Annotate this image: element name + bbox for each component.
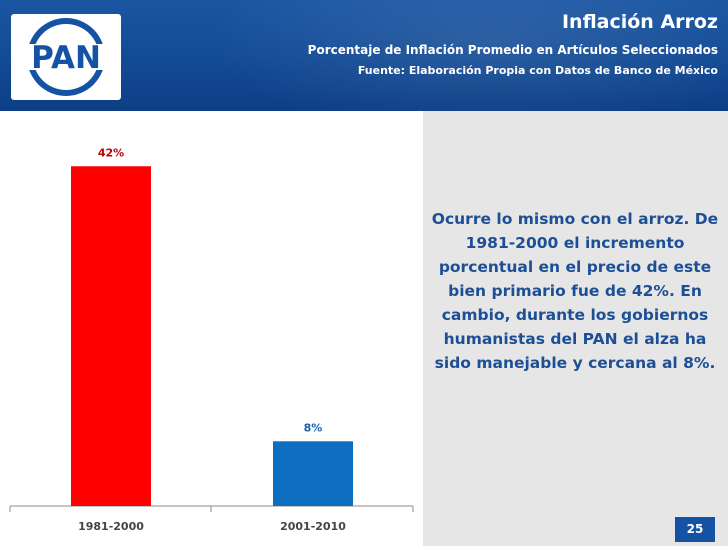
bar-chart: 42% 1981-2000 8% 2001-2010 (0, 111, 423, 546)
pan-logo-graphic: PAN (21, 18, 111, 96)
header-banner: PAN Inflación Arroz Porcentaje de Inflac… (0, 0, 728, 111)
x-tick-label-1981-2000: 1981-2000 (78, 520, 144, 533)
logo-text: PAN (31, 40, 101, 76)
bar-1981-2000 (71, 166, 151, 506)
comment-panel (423, 111, 728, 546)
slide-subtitle: Porcentaje de Inflación Promedio en Artí… (307, 43, 718, 57)
header-sheen (180, 0, 728, 111)
comment-text: Ocurre lo mismo con el arroz. De 1981-20… (431, 210, 719, 372)
data-label-2001-2010: 8% (304, 421, 323, 434)
source-note: Fuente: Elaboración Propia con Datos de … (357, 64, 718, 77)
data-label-1981-2000: 42% (98, 146, 124, 159)
slide-title: Inflación Arroz (561, 11, 718, 33)
page-number: 25 (675, 517, 715, 542)
bar-2001-2010 (273, 441, 353, 506)
x-tick-label-2001-2010: 2001-2010 (280, 520, 346, 533)
pan-logo: PAN (11, 14, 121, 100)
bar-chart-svg: 42% 1981-2000 8% 2001-2010 (9, 146, 414, 533)
